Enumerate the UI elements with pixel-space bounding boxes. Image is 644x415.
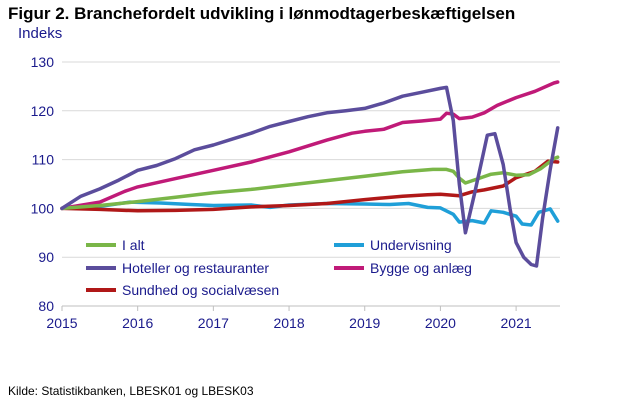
line-chart: 80 90 100 110 120 130 2015 2016 2017 2018 2019 202… bbox=[31, 54, 560, 331]
chart-title: Figur 2. Branchefordelt udvikling i lønm… bbox=[8, 4, 516, 23]
legend-label: Sundhed og socialvæsen bbox=[122, 282, 279, 298]
source-note: Kilde: Statistikbanken, LBESK01 og LBESK… bbox=[8, 384, 254, 398]
x-tick-label: 2017 bbox=[198, 315, 229, 331]
y-tick-label: 110 bbox=[32, 152, 55, 168]
legend-label: Bygge og anlæg bbox=[370, 260, 472, 276]
x-tick-label: 2020 bbox=[425, 315, 456, 331]
x-tick-label: 2021 bbox=[501, 315, 532, 331]
series-line-sundhed-og-socialvæsen bbox=[60, 159, 560, 213]
series-line-hoteller-og-restauranter bbox=[60, 85, 560, 268]
y-axis-label: Indeks bbox=[18, 25, 63, 42]
x-tick-label: 2019 bbox=[349, 315, 380, 331]
y-tick-label: 130 bbox=[31, 54, 55, 70]
y-ticks: 80 90 100 110 120 130 bbox=[31, 54, 55, 314]
legend-label: Hoteller og restauranter bbox=[122, 260, 269, 276]
y-tick-label: 100 bbox=[31, 200, 55, 216]
series-line-i-alt bbox=[60, 155, 560, 211]
legend: I alt Undervisning Hoteller og restaurante… bbox=[86, 237, 472, 298]
gridlines bbox=[62, 61, 560, 307]
series-lines bbox=[60, 80, 560, 268]
legend-label: Undervisning bbox=[370, 237, 452, 253]
x-tick-label: 2016 bbox=[122, 315, 153, 331]
series-line-bygge-og-anlæg bbox=[60, 80, 560, 211]
x-tick-label: 2018 bbox=[273, 315, 304, 331]
y-tick-label: 120 bbox=[31, 103, 55, 119]
y-tick-label: 90 bbox=[38, 249, 54, 265]
legend-label: I alt bbox=[122, 237, 145, 253]
series-line-undervisning bbox=[60, 200, 560, 227]
x-tick-label: 2015 bbox=[46, 315, 77, 331]
y-tick-label: 80 bbox=[38, 298, 54, 314]
x-ticks: 2015 2016 2017 2018 2019 2020 2021 bbox=[46, 306, 532, 331]
